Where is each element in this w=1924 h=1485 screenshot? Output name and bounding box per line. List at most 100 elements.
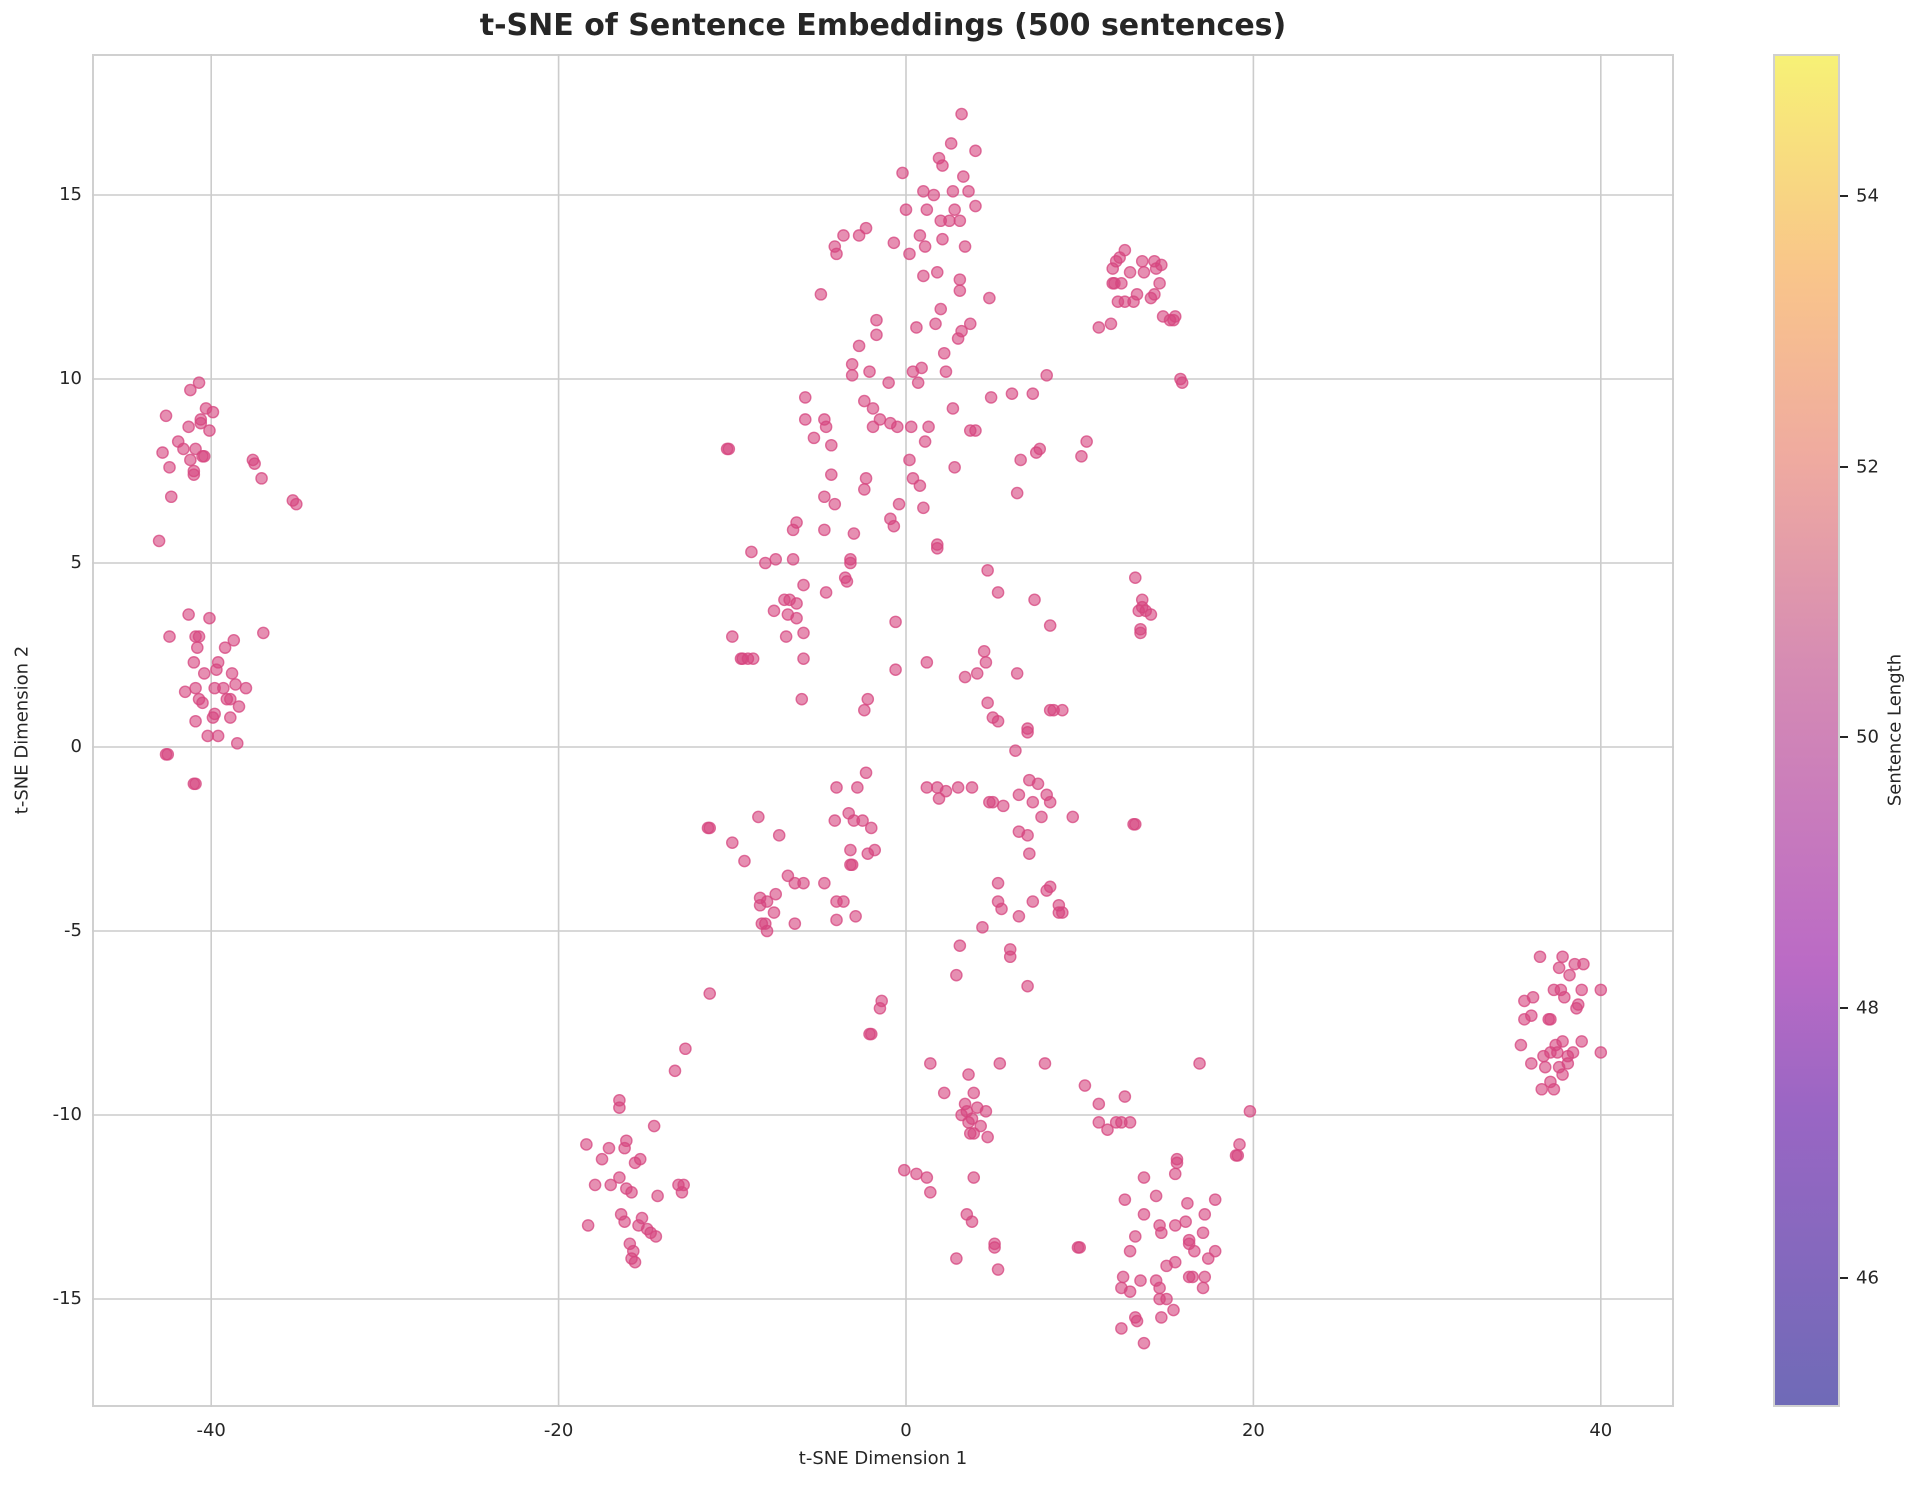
data-point bbox=[950, 968, 963, 982]
data-point bbox=[984, 391, 998, 404]
data-point bbox=[991, 1263, 1005, 1276]
data-point bbox=[189, 777, 202, 791]
data-point bbox=[958, 240, 972, 253]
data-point bbox=[953, 939, 967, 953]
data-point bbox=[1566, 1046, 1580, 1059]
data-point bbox=[229, 678, 242, 691]
data-point bbox=[1026, 895, 1040, 908]
data-point bbox=[917, 269, 930, 283]
data-point bbox=[649, 1230, 663, 1243]
x-tick-label: 0 bbox=[900, 1420, 912, 1441]
data-point bbox=[1552, 961, 1566, 975]
data-point bbox=[845, 369, 859, 382]
data-point bbox=[896, 166, 909, 180]
data-point bbox=[647, 1119, 661, 1133]
data-point bbox=[957, 170, 970, 183]
data-point bbox=[602, 1141, 616, 1155]
data-point bbox=[1123, 1244, 1137, 1258]
data-point bbox=[917, 501, 930, 515]
data-point bbox=[164, 490, 178, 504]
data-point bbox=[1175, 376, 1189, 389]
colorbar-tick-label: 50 bbox=[1856, 726, 1879, 748]
data-point bbox=[1115, 1322, 1128, 1335]
data-point bbox=[1551, 1046, 1564, 1059]
data-point bbox=[779, 630, 793, 643]
data-point bbox=[962, 1116, 975, 1129]
colorbar-label: Sentence Length bbox=[1884, 653, 1906, 807]
data-point bbox=[1033, 442, 1047, 456]
data-point bbox=[837, 895, 850, 908]
data-point bbox=[1101, 1123, 1114, 1137]
data-point bbox=[825, 468, 838, 481]
data-point bbox=[1155, 1311, 1168, 1324]
data-point bbox=[613, 1171, 626, 1184]
scatter-points bbox=[152, 107, 1608, 1350]
data-point bbox=[1009, 744, 1022, 757]
data-point bbox=[772, 829, 786, 842]
data-point bbox=[986, 795, 1000, 809]
data-point bbox=[1544, 1013, 1557, 1026]
data-point bbox=[177, 442, 190, 456]
data-point bbox=[206, 405, 220, 419]
data-point bbox=[970, 667, 984, 680]
data-point bbox=[863, 365, 876, 378]
data-point bbox=[1149, 1189, 1163, 1203]
x-tick-label: -20 bbox=[543, 1420, 574, 1441]
data-point bbox=[746, 652, 760, 665]
data-point bbox=[852, 229, 866, 242]
data-point bbox=[786, 553, 800, 566]
data-point bbox=[211, 656, 225, 669]
data-point bbox=[767, 906, 781, 919]
colorbar bbox=[1773, 54, 1840, 1407]
data-point bbox=[628, 1255, 642, 1269]
data-point bbox=[1115, 277, 1128, 290]
data-point bbox=[161, 748, 175, 761]
data-point bbox=[1137, 1171, 1151, 1184]
data-point bbox=[951, 781, 965, 794]
data-point bbox=[1116, 1270, 1130, 1284]
data-point bbox=[904, 420, 918, 434]
chart-title: t-SNE of Sentence Embeddings (500 senten… bbox=[479, 8, 1287, 43]
data-point bbox=[864, 1027, 878, 1041]
data-point bbox=[255, 472, 268, 485]
data-point bbox=[230, 737, 244, 750]
data-point bbox=[1021, 979, 1034, 993]
data-point bbox=[830, 913, 843, 927]
data-point bbox=[929, 317, 942, 331]
data-point bbox=[1201, 1252, 1215, 1265]
data-point bbox=[828, 814, 842, 827]
data-point bbox=[922, 420, 935, 434]
data-point bbox=[1130, 1314, 1144, 1328]
data-point bbox=[844, 843, 857, 857]
data-point bbox=[1078, 1079, 1092, 1092]
y-tick-label: 0 bbox=[70, 736, 82, 757]
data-point bbox=[924, 1057, 937, 1070]
data-point bbox=[976, 921, 989, 934]
data-point bbox=[1066, 810, 1080, 824]
data-point bbox=[769, 553, 783, 566]
data-point bbox=[969, 199, 982, 213]
data-point bbox=[988, 1241, 1001, 1254]
data-point bbox=[1043, 619, 1057, 632]
data-point bbox=[870, 328, 883, 342]
data-point bbox=[797, 626, 810, 640]
data-point bbox=[1012, 788, 1026, 802]
data-point bbox=[981, 696, 994, 710]
data-point bbox=[1514, 1038, 1528, 1052]
data-point bbox=[969, 144, 982, 158]
data-point bbox=[239, 681, 253, 695]
data-point bbox=[1594, 983, 1608, 997]
data-point bbox=[224, 711, 237, 724]
data-point bbox=[675, 1185, 689, 1199]
data-point bbox=[1092, 321, 1106, 334]
data-point bbox=[1118, 1090, 1132, 1103]
data-point bbox=[1075, 449, 1088, 463]
data-point bbox=[1167, 1303, 1180, 1317]
data-point bbox=[1038, 1057, 1052, 1070]
y-tick-label: 5 bbox=[70, 552, 82, 573]
data-point bbox=[953, 214, 967, 228]
data-point bbox=[887, 236, 901, 250]
data-point bbox=[203, 611, 216, 625]
data-point bbox=[944, 137, 958, 150]
data-point bbox=[1106, 262, 1120, 275]
